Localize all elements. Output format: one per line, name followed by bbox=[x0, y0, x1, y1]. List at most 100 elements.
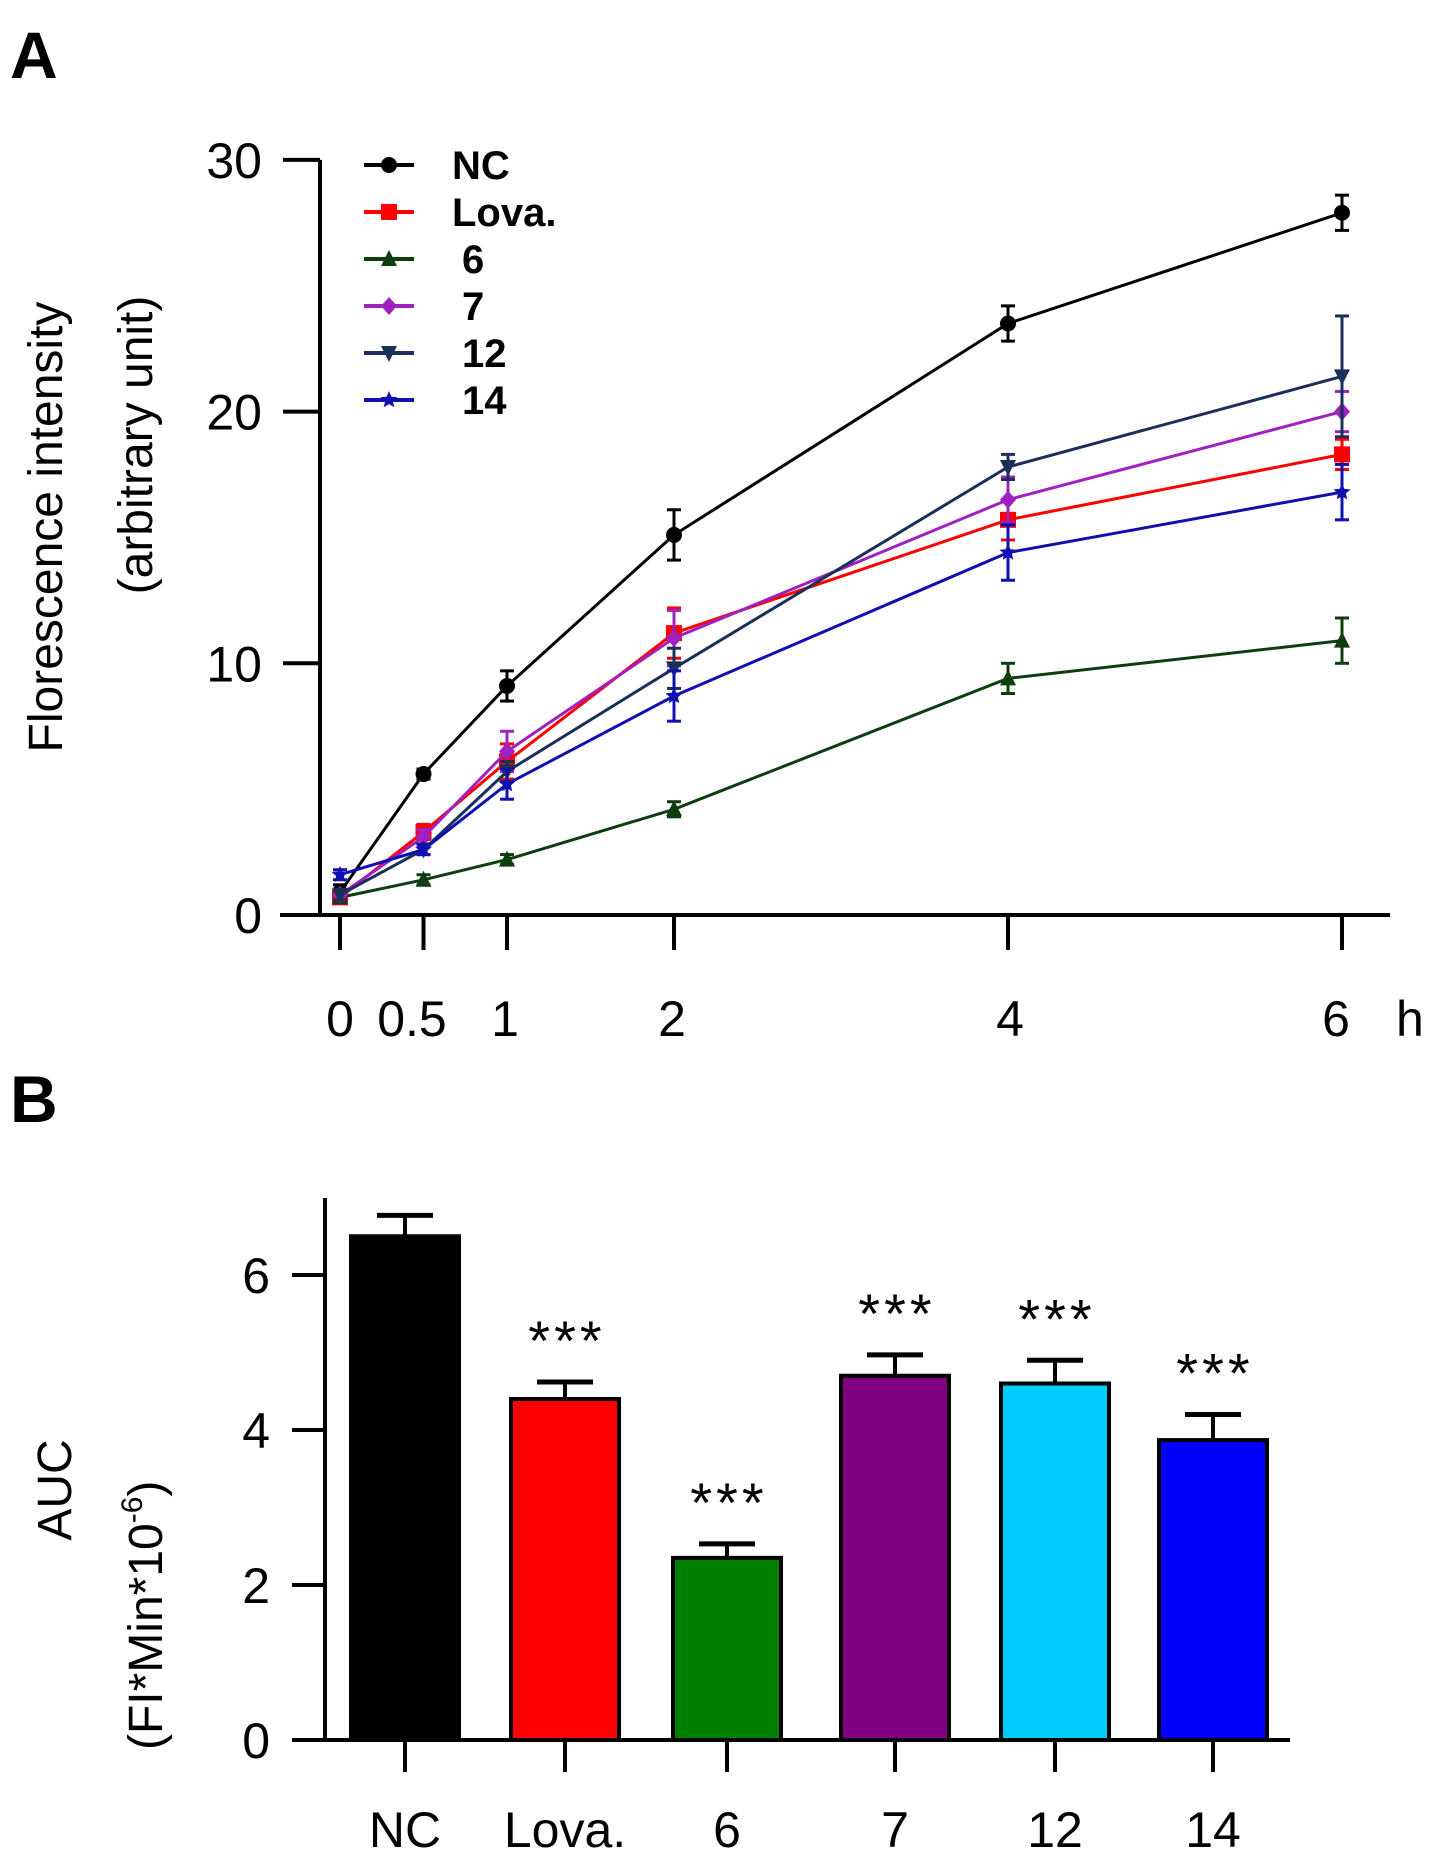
bar-group-5: *** bbox=[1157, 1342, 1269, 1742]
x-tick-label: 0 bbox=[326, 991, 354, 1047]
data-point bbox=[1334, 446, 1350, 463]
data-point bbox=[415, 766, 432, 783]
bar bbox=[671, 1555, 783, 1742]
legend-marker bbox=[381, 346, 397, 362]
x-tick-label: 12 bbox=[1027, 1802, 1083, 1858]
data-point bbox=[498, 775, 516, 792]
axes: 0 2 4 6 NC Lova. 6 7 12 14 bbox=[242, 1198, 1290, 1858]
x-tick-label: 14 bbox=[1185, 1802, 1241, 1858]
y-axis-title-line2: (FI*Min*10-6) bbox=[116, 1481, 173, 1750]
x-tick-label: 7 bbox=[881, 1802, 909, 1858]
panel-b-label: B bbox=[10, 1062, 58, 1136]
data-point bbox=[499, 742, 515, 761]
legend-label: NC bbox=[452, 144, 510, 188]
data-point bbox=[666, 526, 682, 543]
legend-entry-3: 7 bbox=[364, 285, 484, 329]
y-axis-title-superscript: -6 bbox=[116, 1497, 149, 1524]
series-3 bbox=[332, 389, 1350, 904]
data-point bbox=[665, 687, 683, 704]
data-point bbox=[499, 850, 515, 867]
y-axis-title-line1: Florescence intensity bbox=[20, 302, 73, 753]
legend-marker bbox=[381, 157, 397, 173]
series-line bbox=[338, 211, 1343, 894]
data-point bbox=[499, 677, 515, 694]
bar-group-4: *** bbox=[999, 1287, 1111, 1742]
panel-a-label: A bbox=[10, 18, 58, 92]
x-tick-label: 0.5 bbox=[377, 991, 447, 1047]
data-point bbox=[1000, 315, 1016, 332]
data-point bbox=[666, 800, 682, 817]
bar bbox=[349, 1234, 461, 1742]
legend-marker bbox=[380, 391, 398, 408]
bar-group-2: *** bbox=[671, 1471, 783, 1742]
x-tick-label: NC bbox=[369, 1802, 441, 1858]
y-axis-title-line1: AUC bbox=[29, 1439, 82, 1540]
x-axis-unit: h bbox=[1396, 991, 1424, 1047]
bar bbox=[509, 1397, 621, 1742]
series-lines bbox=[331, 193, 1351, 906]
bar-group-3: *** bbox=[839, 1282, 951, 1742]
x-tick-label: 1 bbox=[491, 991, 519, 1047]
series-line bbox=[339, 374, 1343, 897]
data-point bbox=[415, 870, 432, 887]
series-5 bbox=[331, 462, 1351, 882]
y-tick-label: 2 bbox=[242, 1558, 270, 1614]
x-tick-label: 6 bbox=[1322, 991, 1350, 1047]
legend-marker bbox=[381, 297, 397, 315]
significance-label: *** bbox=[690, 1471, 767, 1534]
y-tick-label: 30 bbox=[206, 133, 262, 189]
data-point bbox=[1333, 483, 1351, 500]
y-axis-title: AUC (FI*Min*10-6) bbox=[29, 1439, 173, 1750]
data-point bbox=[1000, 490, 1016, 509]
data-point bbox=[414, 840, 433, 857]
legend-entry-0: NC bbox=[364, 144, 510, 188]
data-point bbox=[415, 827, 432, 846]
data-point bbox=[331, 865, 349, 882]
legend-entry-5: 14 bbox=[364, 379, 507, 423]
bar bbox=[999, 1381, 1111, 1742]
series-1 bbox=[332, 437, 1350, 906]
x-tick-label: 6 bbox=[713, 1802, 741, 1858]
series-0 bbox=[332, 193, 1350, 902]
legend-label: 6 bbox=[462, 238, 484, 282]
y-axis-title-line2: (arbitrary unit) bbox=[110, 296, 163, 595]
y-tick-label: 6 bbox=[242, 1248, 270, 1304]
significance-label: *** bbox=[1018, 1287, 1095, 1350]
data-point bbox=[1334, 631, 1350, 648]
legend-label: 12 bbox=[462, 332, 507, 376]
series-line bbox=[339, 490, 1343, 877]
y-tick-label: 0 bbox=[242, 1713, 270, 1769]
data-point bbox=[999, 543, 1017, 560]
legend-marker bbox=[381, 204, 397, 220]
bar-group-0 bbox=[349, 1212, 461, 1742]
x-tick-label: 4 bbox=[996, 991, 1024, 1047]
legend-entry-4: 12 bbox=[364, 332, 507, 376]
series-line bbox=[339, 410, 1343, 897]
y-tick-label: 4 bbox=[242, 1403, 270, 1459]
series-line bbox=[339, 452, 1343, 899]
bar bbox=[839, 1373, 951, 1742]
significance-label: *** bbox=[858, 1282, 935, 1345]
data-point bbox=[1000, 669, 1016, 686]
y-axis-title-close: ) bbox=[120, 1481, 173, 1497]
legend-marker bbox=[381, 250, 397, 266]
legend-label: 14 bbox=[462, 379, 507, 423]
bars: *** *** *** *** *** bbox=[349, 1212, 1269, 1742]
data-point bbox=[332, 887, 348, 904]
legend-entry-2: 6 bbox=[364, 238, 484, 282]
legend-label: 7 bbox=[462, 285, 484, 329]
y-axis-title: Florescence intensity (arbitrary unit) bbox=[20, 296, 163, 753]
y-tick-label: 0 bbox=[234, 888, 262, 944]
significance-label: *** bbox=[528, 1309, 605, 1372]
x-tick-label: Lova. bbox=[504, 1802, 626, 1858]
series-line bbox=[339, 639, 1343, 899]
x-tick-label: 2 bbox=[658, 991, 686, 1047]
data-point bbox=[1334, 204, 1350, 221]
data-point bbox=[1334, 369, 1350, 386]
y-tick-label: 10 bbox=[206, 636, 262, 692]
y-axis-title-main: (FI*Min*10 bbox=[120, 1523, 173, 1750]
